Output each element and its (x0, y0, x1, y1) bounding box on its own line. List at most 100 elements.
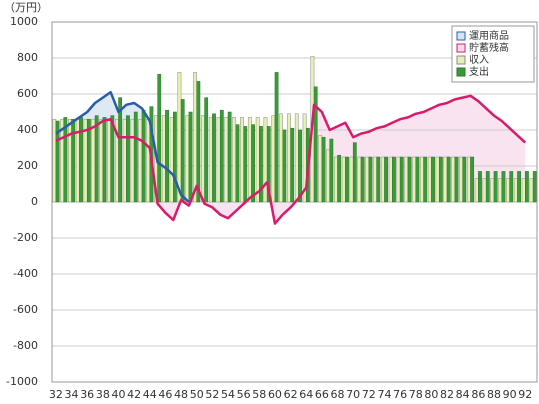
bar (349, 156, 354, 203)
bar (240, 117, 244, 203)
bar (466, 156, 471, 203)
bar (294, 113, 299, 203)
bar (259, 126, 263, 203)
y-tick-label: 800 (17, 51, 38, 64)
bar (388, 156, 393, 203)
bar (490, 178, 495, 203)
bar (438, 156, 443, 203)
bar (232, 117, 237, 203)
bar (521, 178, 526, 203)
bar (99, 118, 104, 203)
bar (247, 117, 252, 203)
bar (423, 156, 428, 203)
bar (462, 156, 467, 203)
x-tick-label: 80 (424, 388, 438, 401)
x-tick-label: 50 (190, 388, 204, 401)
x-tick-label: 72 (362, 388, 376, 401)
x-tick-label: 32 (49, 388, 63, 401)
legend-swatch (456, 31, 466, 41)
bar (188, 111, 193, 203)
bar (498, 178, 503, 203)
bar (329, 138, 334, 203)
bar (219, 109, 224, 203)
bar (529, 178, 534, 203)
bar (482, 178, 487, 203)
x-tick-label: 92 (518, 388, 532, 401)
x-tick-label: 68 (331, 388, 345, 401)
legend-label: 収入 (469, 54, 489, 66)
bar (86, 118, 91, 203)
bar (212, 113, 216, 203)
bar (146, 118, 151, 203)
bar (94, 115, 99, 203)
bar (443, 156, 448, 203)
bar (399, 156, 404, 203)
bar (532, 171, 537, 203)
bar (352, 142, 357, 203)
bar (133, 111, 138, 203)
bar (373, 156, 377, 203)
legend-swatch (456, 43, 466, 53)
x-tick-label: 78 (409, 388, 423, 401)
legend-label: 運用商品 (469, 29, 509, 42)
x-tick-label: 60 (268, 388, 282, 401)
bar (102, 117, 107, 203)
bar (279, 113, 284, 203)
bar (451, 156, 456, 203)
bar (509, 171, 514, 203)
x-tick-label: 40 (111, 388, 125, 401)
bar (193, 72, 197, 203)
x-tick-label: 46 (158, 388, 172, 401)
bar (396, 156, 401, 203)
x-tick-label: 88 (487, 388, 501, 401)
bar (161, 115, 166, 203)
x-tick-label: 74 (377, 388, 391, 401)
x-tick-label: 90 (503, 388, 517, 401)
plot-frame (51, 21, 538, 383)
bar (282, 129, 287, 203)
bar (380, 156, 385, 203)
bar (266, 126, 271, 203)
bar (204, 97, 209, 203)
bar (55, 120, 60, 203)
x-tick-label: 62 (284, 388, 298, 401)
bar (446, 156, 451, 203)
legend-box (451, 25, 535, 83)
y-tick-label: -200 (13, 231, 38, 244)
y-tick-label: 200 (17, 159, 38, 172)
y-tick-label: 1000 (10, 15, 38, 28)
bar (517, 171, 521, 203)
bar (341, 156, 346, 203)
bar (326, 149, 330, 203)
bar (243, 126, 248, 203)
bar (404, 156, 409, 203)
bar (345, 156, 349, 203)
x-tick-label: 42 (127, 388, 141, 401)
bar (255, 117, 260, 203)
bar (412, 156, 416, 203)
bar (525, 171, 529, 203)
x-tick-label: 86 (471, 388, 485, 401)
bar (470, 156, 475, 203)
x-tick-label: 58 (252, 388, 266, 401)
legend-label: 貯蓄残高 (469, 41, 509, 54)
bar (169, 117, 174, 203)
bar (392, 156, 396, 203)
x-tick-label: 48 (174, 388, 188, 401)
y-tick-label: -600 (13, 303, 38, 316)
bar (63, 117, 68, 203)
bar (110, 115, 115, 203)
bar (360, 156, 365, 203)
bar (493, 171, 498, 203)
bar (208, 117, 213, 203)
bar (407, 156, 412, 203)
bar (513, 178, 518, 203)
bar (227, 111, 232, 203)
bar (298, 129, 302, 203)
bar (180, 99, 185, 203)
bar (91, 118, 96, 203)
bar (235, 124, 240, 203)
x-tick-label: 36 (80, 388, 94, 401)
bar (337, 154, 342, 203)
line (55, 94, 527, 225)
